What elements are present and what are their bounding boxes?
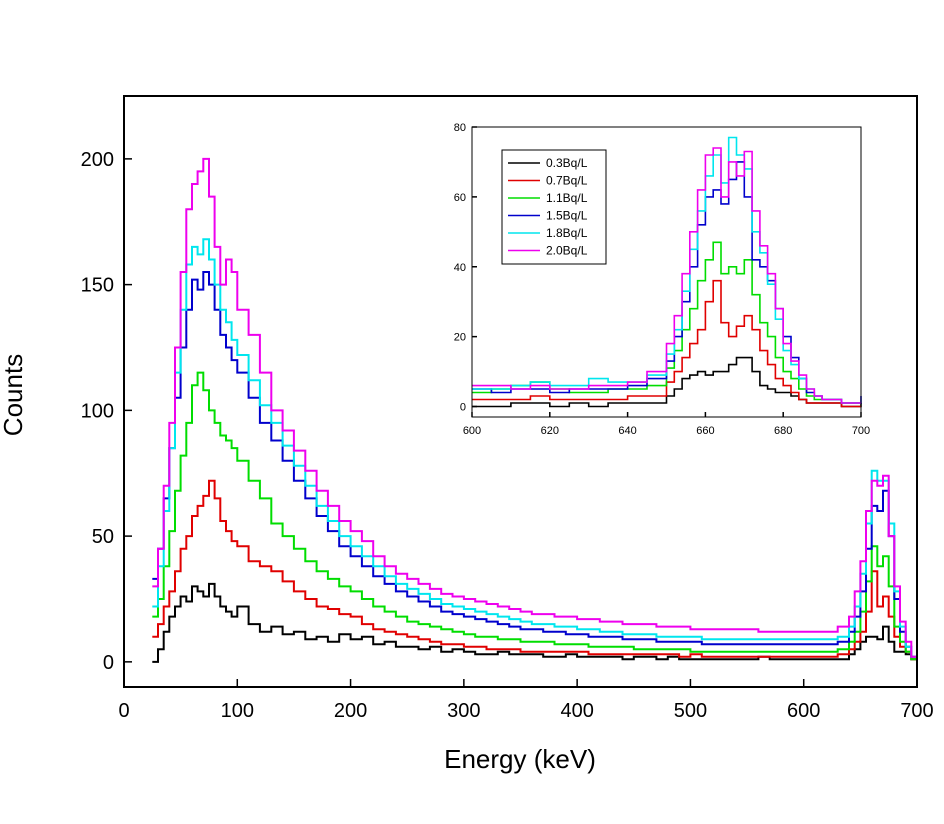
inset-x-tick-label-2: 640 <box>618 425 636 437</box>
legend-label-2: 1.1Bq/L <box>546 191 588 205</box>
inset-x-tick-label-3: 660 <box>696 425 714 437</box>
main-series-2 <box>152 371 918 662</box>
inset-y-axis: 0 20 40 60 80 <box>454 122 477 414</box>
main-y-tick-label-4: 200 <box>81 149 114 171</box>
inset-x-tick-label-4: 680 <box>774 425 792 437</box>
main-series-group <box>152 157 918 663</box>
inset-y-tick-label-4: 80 <box>454 122 466 134</box>
main-series-3 <box>152 271 918 662</box>
y-axis-title: Counts <box>0 354 28 436</box>
main-x-tick-label-4: 400 <box>560 700 593 722</box>
inset-plot-frame <box>471 126 862 418</box>
inset-plot: 600 620 640 660 680 700 0 20 40 60 80 0.3Bq/L 0.7B… <box>454 122 870 437</box>
main-y-axis: 0 50 100 150 200 <box>81 149 132 674</box>
main-x-tick-label-2: 200 <box>334 700 367 722</box>
legend-label-4: 1.8Bq/L <box>546 226 588 240</box>
inset-legend: 0.3Bq/L 0.7Bq/L 1.1Bq/L 1.5Bq/L 1.8Bq/L 2.0Bq… <box>501 149 607 265</box>
x-axis-title: Energy (keV) <box>444 744 596 774</box>
main-series-1 <box>152 479 918 662</box>
main-series-5 <box>152 157 918 662</box>
legend-label-1: 0.7Bq/L <box>546 174 588 188</box>
legend-label-5: 2.0Bq/L <box>546 244 588 258</box>
main-y-tick-label-1: 50 <box>92 526 114 548</box>
inset-series-5 <box>472 147 861 404</box>
inset-y-tick-label-0: 0 <box>460 402 466 414</box>
inset-series-0 <box>472 356 862 408</box>
main-x-tick-label-0: 0 <box>118 700 129 722</box>
inset-x-tick-label-5: 700 <box>852 425 870 437</box>
main-series-4 <box>152 238 918 662</box>
inset-series-group <box>472 136 862 408</box>
legend-box <box>501 149 607 265</box>
inset-x-axis: 600 620 640 660 680 700 <box>463 412 870 437</box>
main-x-tick-label-5: 500 <box>674 700 707 722</box>
main-y-tick-label-2: 100 <box>81 400 114 422</box>
inset-x-tick-label-0: 600 <box>463 425 481 437</box>
main-x-tick-label-7: 700 <box>900 700 933 722</box>
main-plot-frame <box>123 95 918 688</box>
inset-x-tick-label-1: 620 <box>541 425 559 437</box>
main-x-tick-label-3: 300 <box>447 700 480 722</box>
legend-label-3: 1.5Bq/L <box>546 209 588 223</box>
inset-y-tick-label-2: 40 <box>454 262 466 274</box>
inset-y-tick-label-3: 60 <box>454 192 466 204</box>
legend-label-0: 0.3Bq/L <box>546 156 588 170</box>
inset-y-tick-label-1: 20 <box>454 332 466 344</box>
main-x-axis: 0 100 200 300 400 500 600 700 <box>118 679 934 722</box>
main-x-tick-label-1: 100 <box>221 700 254 722</box>
inset-series-1 <box>472 279 861 408</box>
main-y-tick-label-3: 150 <box>81 275 114 297</box>
main-x-tick-label-6: 600 <box>787 700 820 722</box>
main-y-tick-label-0: 0 <box>103 652 114 674</box>
main-series-0 <box>152 582 918 663</box>
